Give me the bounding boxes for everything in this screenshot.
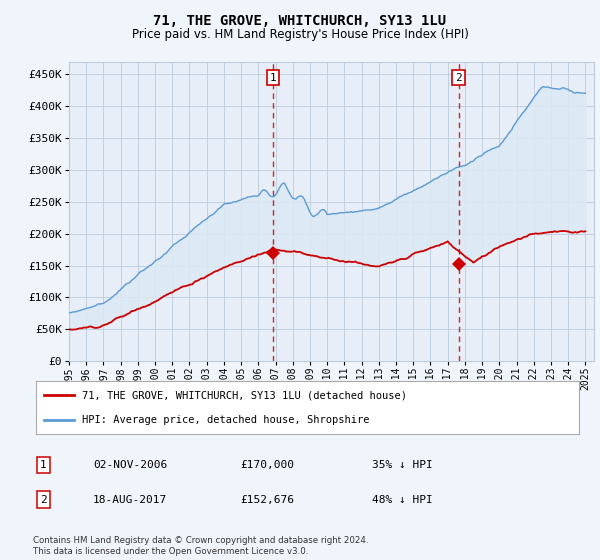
Text: HPI: Average price, detached house, Shropshire: HPI: Average price, detached house, Shro… [82,414,370,424]
Text: 71, THE GROVE, WHITCHURCH, SY13 1LU (detached house): 71, THE GROVE, WHITCHURCH, SY13 1LU (det… [82,390,407,400]
Text: 2: 2 [455,73,462,82]
Text: Price paid vs. HM Land Registry's House Price Index (HPI): Price paid vs. HM Land Registry's House … [131,28,469,41]
Text: 35% ↓ HPI: 35% ↓ HPI [372,460,433,470]
Text: 48% ↓ HPI: 48% ↓ HPI [372,494,433,505]
Text: 1: 1 [40,460,47,470]
Text: 1: 1 [269,73,276,82]
Text: £152,676: £152,676 [240,494,294,505]
Text: 71, THE GROVE, WHITCHURCH, SY13 1LU: 71, THE GROVE, WHITCHURCH, SY13 1LU [154,14,446,28]
Text: 02-NOV-2006: 02-NOV-2006 [93,460,167,470]
Text: £170,000: £170,000 [240,460,294,470]
Text: 18-AUG-2017: 18-AUG-2017 [93,494,167,505]
Text: 2: 2 [40,494,47,505]
Text: Contains HM Land Registry data © Crown copyright and database right 2024.
This d: Contains HM Land Registry data © Crown c… [33,536,368,556]
